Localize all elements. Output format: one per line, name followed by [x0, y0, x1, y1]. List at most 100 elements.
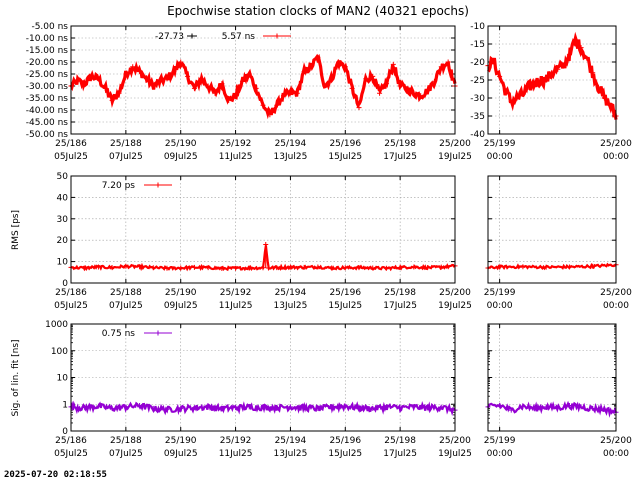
- data-point: [532, 81, 538, 87]
- rms-zoom-frame: [487, 175, 617, 284]
- data-point: [329, 404, 335, 410]
- data-point: [497, 402, 503, 408]
- x-tick-label: 25/198: [384, 436, 416, 446]
- data-point: [267, 112, 273, 118]
- data-point: [520, 403, 526, 409]
- data-point: [397, 405, 403, 411]
- y-tick-label: -30: [470, 94, 485, 104]
- x-tick-sublabel: 11Jul25: [219, 301, 253, 311]
- x-tick-sublabel: 15Jul25: [328, 301, 362, 311]
- y-tick-label: -40: [470, 130, 485, 140]
- data-point: [566, 402, 572, 408]
- x-tick-label: 25/192: [220, 288, 252, 298]
- data-point: [383, 404, 389, 410]
- x-tick-sublabel: 07Jul25: [109, 301, 143, 311]
- data-point: [342, 265, 348, 271]
- data-point: [246, 404, 252, 410]
- data-point: [590, 70, 596, 76]
- x-tick-sublabel: 15Jul25: [328, 152, 362, 162]
- x-tick-sublabel: 15Jul25: [328, 449, 362, 459]
- data-point: [95, 264, 101, 270]
- x-tick-label: 25/188: [110, 139, 142, 149]
- legend-label: -27.73: [155, 32, 184, 42]
- data-point: [301, 69, 307, 75]
- data-point: [164, 76, 170, 82]
- y-tick-label: -25.00 ns: [26, 70, 69, 80]
- data-point: [109, 97, 115, 103]
- panels: -5.00 ns -10.00 ns -15.00 ns -20.00 ns -25.0…: [11, 22, 632, 459]
- data-point: [543, 77, 549, 83]
- data-point: [363, 76, 369, 82]
- x-tick-label: 25/194: [275, 436, 307, 446]
- data-point: [246, 71, 252, 77]
- data-point: [219, 265, 225, 271]
- data-point: [383, 81, 389, 87]
- x-tick-sublabel: 00:00: [487, 449, 513, 459]
- y-tick-label: 1000: [45, 320, 68, 330]
- y-tick-label: 10: [57, 374, 69, 384]
- data-point: [164, 406, 170, 412]
- data-point: [411, 264, 417, 270]
- data-point: [335, 59, 341, 65]
- y-tick-label: 100: [51, 347, 68, 357]
- x-tick-label: 25/198: [384, 139, 416, 149]
- rms-main-panel: 50 40 30 20 10 025/186 05Jul25 25/188 07Jul25 25/…: [11, 172, 472, 311]
- data-point: [82, 405, 88, 411]
- data-point: [383, 265, 389, 271]
- data-point: [164, 265, 170, 271]
- legend-marker: [155, 182, 161, 188]
- data-point: [82, 265, 88, 271]
- data-point: [356, 265, 362, 271]
- data-point: [198, 76, 204, 82]
- x-tick-label: 25/186: [55, 436, 87, 446]
- data-point: [239, 78, 245, 84]
- data-point: [349, 85, 355, 91]
- x-tick-label: 25/186: [55, 288, 87, 298]
- x-tick-sublabel: 13Jul25: [274, 301, 308, 311]
- data-point: [205, 83, 211, 89]
- x-tick-label: 25/200: [439, 139, 471, 149]
- chart-title: Epochwise station clocks of MAN2 (40321 …: [167, 4, 469, 18]
- data-point: [205, 265, 211, 271]
- data-point: [590, 263, 596, 269]
- x-tick-label: 25/200: [439, 436, 471, 446]
- x-tick-label: 25/200: [439, 288, 471, 298]
- data-point: [178, 265, 184, 271]
- x-tick-label: 25/186: [55, 139, 87, 149]
- x-tick-sublabel: 11Jul25: [219, 152, 253, 162]
- data-point: [281, 93, 287, 99]
- data-point: [572, 37, 578, 43]
- data-point: [390, 61, 396, 67]
- x-tick-sublabel: 00:00: [487, 152, 513, 162]
- data-point: [233, 265, 239, 271]
- data-point: [438, 264, 444, 270]
- data-point: [75, 78, 81, 84]
- data-point: [315, 264, 321, 270]
- rms-main-frame: [70, 175, 456, 284]
- data-point: [205, 404, 211, 410]
- y-tick-label: -5.00 ns: [31, 22, 68, 32]
- timestamp: 2025-07-20 02:18:55: [4, 470, 107, 480]
- data-point: [226, 97, 232, 103]
- legend-marker: [189, 33, 195, 39]
- data-point: [329, 76, 335, 82]
- data-point: [438, 64, 444, 70]
- data-point: [555, 66, 561, 72]
- data-point: [116, 90, 122, 96]
- data-point: [301, 405, 307, 411]
- data-point: [411, 90, 417, 96]
- data-point: [601, 95, 607, 101]
- x-tick-sublabel: 09Jul25: [164, 152, 198, 162]
- x-tick-label: 25/200: [600, 436, 632, 446]
- x-tick-label: 25/200: [600, 139, 632, 149]
- x-tick-sublabel: 19Jul25: [438, 152, 472, 162]
- x-tick-sublabel: 07Jul25: [109, 152, 143, 162]
- x-tick-sublabel: 17Jul25: [383, 301, 417, 311]
- y-tick-label: -10: [470, 22, 485, 32]
- y-tick-label: 30: [57, 215, 69, 225]
- x-tick-label: 25/192: [220, 139, 252, 149]
- x-tick-sublabel: 09Jul25: [164, 449, 198, 459]
- y-axis-label: Sig. of lin. fit [ns]: [11, 339, 21, 416]
- x-tick-sublabel: 05Jul25: [54, 152, 88, 162]
- data-point: [404, 85, 410, 91]
